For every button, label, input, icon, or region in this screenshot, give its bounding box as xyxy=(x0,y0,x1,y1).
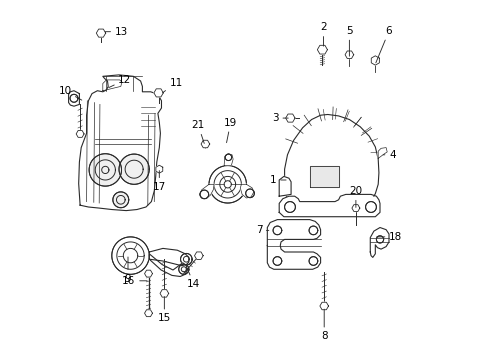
Polygon shape xyxy=(309,257,318,265)
Polygon shape xyxy=(76,130,84,138)
Polygon shape xyxy=(113,192,129,208)
Polygon shape xyxy=(225,154,232,161)
Polygon shape xyxy=(370,228,389,257)
Text: 16: 16 xyxy=(122,276,147,286)
Polygon shape xyxy=(209,166,246,203)
Polygon shape xyxy=(268,220,320,269)
Polygon shape xyxy=(320,302,328,310)
Polygon shape xyxy=(318,45,327,54)
Polygon shape xyxy=(345,51,354,58)
Polygon shape xyxy=(200,190,209,199)
Polygon shape xyxy=(310,166,339,187)
Polygon shape xyxy=(273,226,282,235)
Text: 11: 11 xyxy=(163,78,183,93)
Text: 8: 8 xyxy=(321,309,327,341)
Text: 18: 18 xyxy=(377,232,402,242)
Polygon shape xyxy=(70,94,78,102)
Polygon shape xyxy=(149,248,189,266)
Polygon shape xyxy=(376,236,384,243)
Polygon shape xyxy=(119,154,149,184)
Polygon shape xyxy=(245,189,254,198)
Polygon shape xyxy=(145,310,152,317)
Text: 15: 15 xyxy=(158,297,171,323)
Text: 7: 7 xyxy=(256,225,269,235)
Polygon shape xyxy=(179,264,189,274)
Polygon shape xyxy=(199,184,214,199)
Polygon shape xyxy=(112,237,149,274)
Polygon shape xyxy=(352,204,360,212)
Text: 13: 13 xyxy=(105,27,128,37)
Polygon shape xyxy=(79,75,162,211)
Polygon shape xyxy=(366,202,376,212)
Text: 4: 4 xyxy=(383,150,395,160)
Polygon shape xyxy=(154,89,163,97)
Text: 5: 5 xyxy=(346,26,353,56)
Polygon shape xyxy=(160,290,169,297)
Polygon shape xyxy=(97,29,106,37)
Polygon shape xyxy=(103,80,122,91)
Polygon shape xyxy=(195,252,203,260)
Polygon shape xyxy=(201,140,210,148)
Text: 2: 2 xyxy=(320,22,327,46)
Polygon shape xyxy=(156,165,163,173)
Polygon shape xyxy=(273,257,282,265)
Polygon shape xyxy=(309,226,318,235)
Polygon shape xyxy=(69,91,79,106)
Text: 17: 17 xyxy=(153,171,166,192)
Polygon shape xyxy=(224,154,233,166)
Polygon shape xyxy=(371,56,379,65)
Text: 3: 3 xyxy=(272,113,288,123)
Polygon shape xyxy=(286,114,295,122)
Text: 21: 21 xyxy=(192,120,205,143)
Polygon shape xyxy=(378,148,387,158)
Polygon shape xyxy=(149,254,187,276)
Polygon shape xyxy=(285,114,379,196)
Polygon shape xyxy=(279,176,291,196)
Text: 10: 10 xyxy=(58,86,82,100)
Text: 12: 12 xyxy=(109,75,131,87)
Polygon shape xyxy=(285,202,295,212)
Text: 1: 1 xyxy=(270,175,286,185)
Polygon shape xyxy=(279,194,380,217)
Polygon shape xyxy=(240,184,254,198)
Polygon shape xyxy=(89,154,122,186)
Polygon shape xyxy=(145,270,152,277)
Text: 6: 6 xyxy=(376,26,392,63)
Text: 14: 14 xyxy=(187,269,200,289)
Text: 9: 9 xyxy=(124,257,131,284)
Text: 19: 19 xyxy=(224,118,237,143)
Polygon shape xyxy=(181,253,192,265)
Text: 20: 20 xyxy=(349,186,363,207)
